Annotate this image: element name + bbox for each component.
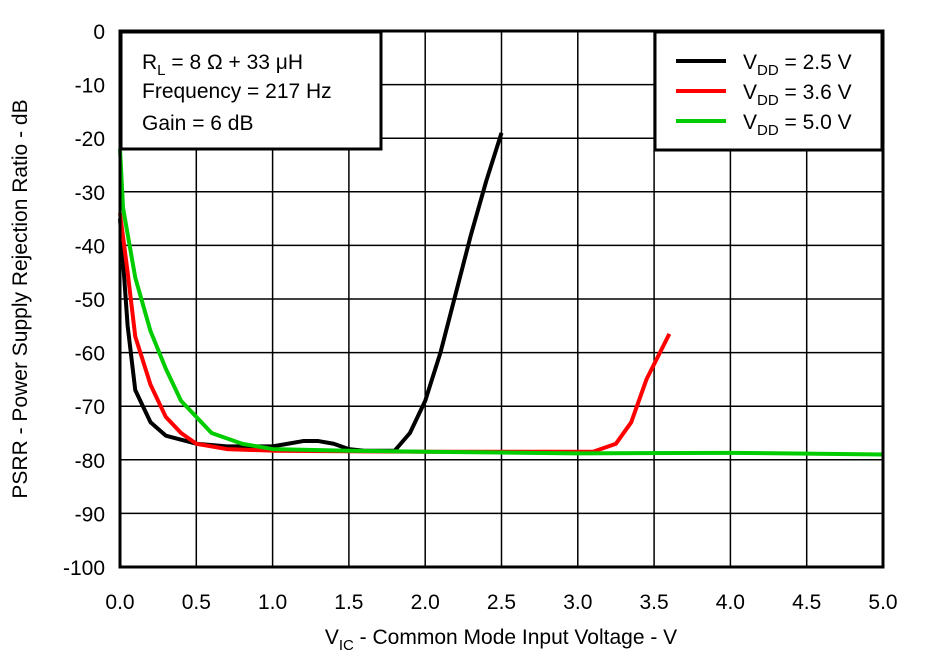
series-group <box>118 132 884 457</box>
x-tick-label: 3.0 <box>563 591 592 614</box>
annotation-line-1: RL = 8 Ω + 33 μH <box>142 51 303 79</box>
x-tick-label: 4.0 <box>716 591 745 614</box>
y-tick-label: -10 <box>75 75 105 98</box>
series-line-3 <box>118 148 884 457</box>
y-tick-label: -30 <box>75 182 105 205</box>
annotation-line-3: Gain = 6 dB <box>142 112 254 135</box>
x-tick-label: 3.5 <box>639 591 668 614</box>
legend-label: VDD = 5.0 V <box>743 111 852 139</box>
y-tick-label: -40 <box>75 235 105 258</box>
y-tick-label: 0 <box>93 21 105 44</box>
x-tick-label: 5.0 <box>868 591 897 614</box>
x-tick-labels: 0.0 0.5 1.0 1.5 2.0 2.5 3.0 3.5 4.0 4.5 5.0 <box>105 591 897 614</box>
x-axis-label: VIC - Common Mode Input Voltage - V <box>325 626 677 654</box>
x-tick-label: 0.5 <box>182 591 211 614</box>
x-tick-label: 2.5 <box>487 591 516 614</box>
series-line-2 <box>118 212 672 454</box>
y-tick-label: -100 <box>63 557 105 580</box>
y-tick-labels: 0 -10 -20 -30 -40 -50 -60 -70 -80 -90 -100 <box>63 21 105 580</box>
x-tick-label: 0.0 <box>105 591 134 614</box>
x-tick-label: 2.0 <box>411 591 440 614</box>
y-tick-label: -20 <box>75 128 105 151</box>
y-tick-label: -50 <box>75 289 105 312</box>
y-tick-label: -60 <box>75 343 105 366</box>
y-tick-label: -80 <box>75 450 105 473</box>
y-tick-label: -70 <box>75 396 105 419</box>
annotation-box: RL = 8 Ω + 33 μH Frequency = 217 Hz Gain… <box>119 30 383 151</box>
legend-label: VDD = 3.6 V <box>743 81 852 109</box>
plot-frame <box>118 29 885 569</box>
y-tick-label: -90 <box>75 503 105 526</box>
x-tick-label: 1.0 <box>258 591 287 614</box>
x-tick-label: 1.5 <box>334 591 363 614</box>
x-tick-label: 4.5 <box>792 591 821 614</box>
y-axis-label: PSRR - Power Supply Rejection Ratio - dB <box>9 99 32 498</box>
series-line-1 <box>118 132 504 453</box>
annotation-line-2: Frequency = 217 Hz <box>142 80 332 103</box>
legend-label: VDD = 2.5 V <box>743 51 852 79</box>
